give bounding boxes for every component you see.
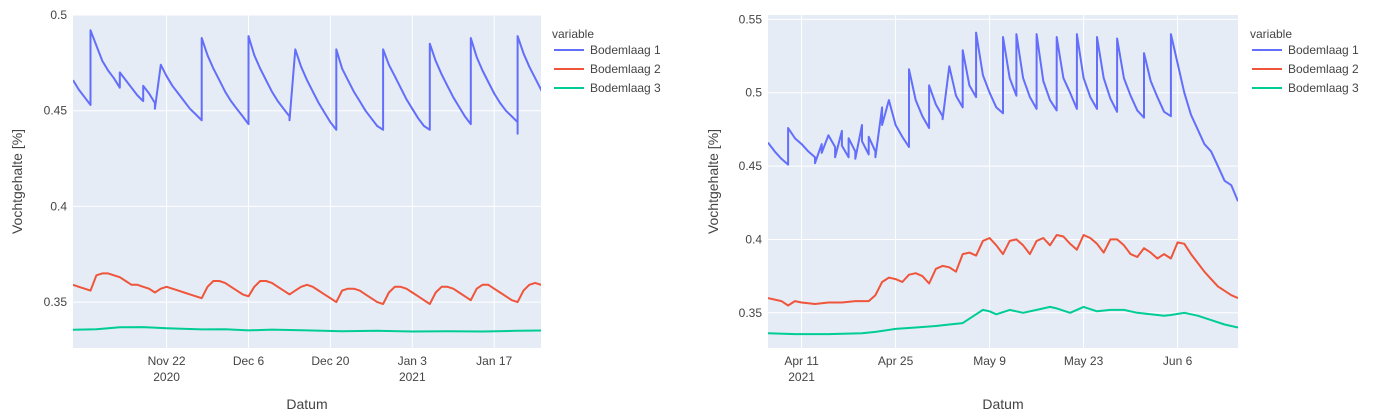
legend-item[interactable]: Bodemlaag 1 <box>554 43 661 57</box>
x-tick-label: Jan 3 <box>398 354 428 368</box>
legend-label: Bodemlaag 1 <box>1288 43 1359 57</box>
series-line-bodemlaag-3 <box>768 305 1238 336</box>
y-axis-title: Vochtgehalte [%] <box>705 129 721 234</box>
legend-title: variable <box>1250 27 1292 41</box>
x-axis-title: Datum <box>286 396 327 412</box>
legend-item[interactable]: Bodemlaag 3 <box>554 81 661 95</box>
y-tick-label: 0.45 <box>44 104 68 118</box>
legend-label: Bodemlaag 1 <box>590 43 661 57</box>
y-tick-label: 0.55 <box>739 12 763 26</box>
y-tick-label: 0.35 <box>739 306 763 320</box>
chart-left: 0.35 0.4 0.45 0.5 Nov 22 2020 Dec 6 Dec 20 Jan 3… <box>9 8 661 412</box>
x-tick-label: Apr 11 <box>784 354 819 368</box>
x-tick-label: Jun 6 <box>1163 354 1193 368</box>
series-line-bodemlaag-2 <box>73 272 541 305</box>
x-tick-label: Jan 17 <box>476 354 512 368</box>
legend-label: Bodemlaag 3 <box>590 81 661 95</box>
x-tick-year-label: 2020 <box>153 370 180 384</box>
y-tick-label: 0.4 <box>50 199 67 213</box>
y-tick-label: 0.4 <box>745 232 762 246</box>
x-axis-title: Datum <box>982 396 1023 412</box>
x-tick-label: Nov 22 <box>148 354 186 368</box>
chart-right: 0.35 0.4 0.45 0.5 0.55 Apr 11 2021 Apr 25 May 9 M… <box>705 12 1359 412</box>
legend-title: variable <box>552 27 594 41</box>
x-tick-label: May 9 <box>973 354 1006 368</box>
legend-label: Bodemlaag 2 <box>1288 62 1359 76</box>
legend-item[interactable]: Bodemlaag 2 <box>1252 62 1359 76</box>
legend-label: Bodemlaag 3 <box>1288 81 1359 95</box>
legend-item[interactable]: Bodemlaag 3 <box>1252 81 1359 95</box>
y-tick-label: 0.5 <box>745 86 762 100</box>
x-tick-label: Dec 6 <box>233 354 265 368</box>
x-tick-label: Dec 20 <box>311 354 349 368</box>
legend-item[interactable]: Bodemlaag 2 <box>554 62 661 76</box>
legend-item[interactable]: Bodemlaag 1 <box>1252 43 1359 57</box>
y-tick-label: 0.45 <box>739 159 763 173</box>
series-line-bodemlaag-1 <box>73 29 541 135</box>
y-tick-label: 0.35 <box>44 295 68 309</box>
series-group <box>73 29 541 333</box>
series-line-bodemlaag-2 <box>768 234 1238 307</box>
x-tick-year-label: 2021 <box>399 370 426 384</box>
series-group <box>768 31 1238 336</box>
x-tick-label: Apr 25 <box>878 354 914 368</box>
plot-area <box>73 15 541 348</box>
series-line-bodemlaag-3 <box>73 326 541 333</box>
legend[interactable]: variable Bodemlaag 1 Bodemlaag 2 Bodemlaag … <box>1250 27 1359 95</box>
legend-label: Bodemlaag 2 <box>590 62 661 76</box>
y-axis-title: Vochtgehalte [%] <box>9 129 25 234</box>
legend[interactable]: variable Bodemlaag 1 Bodemlaag 2 Bodemlaag … <box>552 27 661 95</box>
x-tick-year-label: 2021 <box>788 370 815 384</box>
y-tick-label: 0.5 <box>50 8 67 22</box>
x-tick-label: May 23 <box>1064 354 1104 368</box>
series-line-bodemlaag-1 <box>768 31 1238 202</box>
